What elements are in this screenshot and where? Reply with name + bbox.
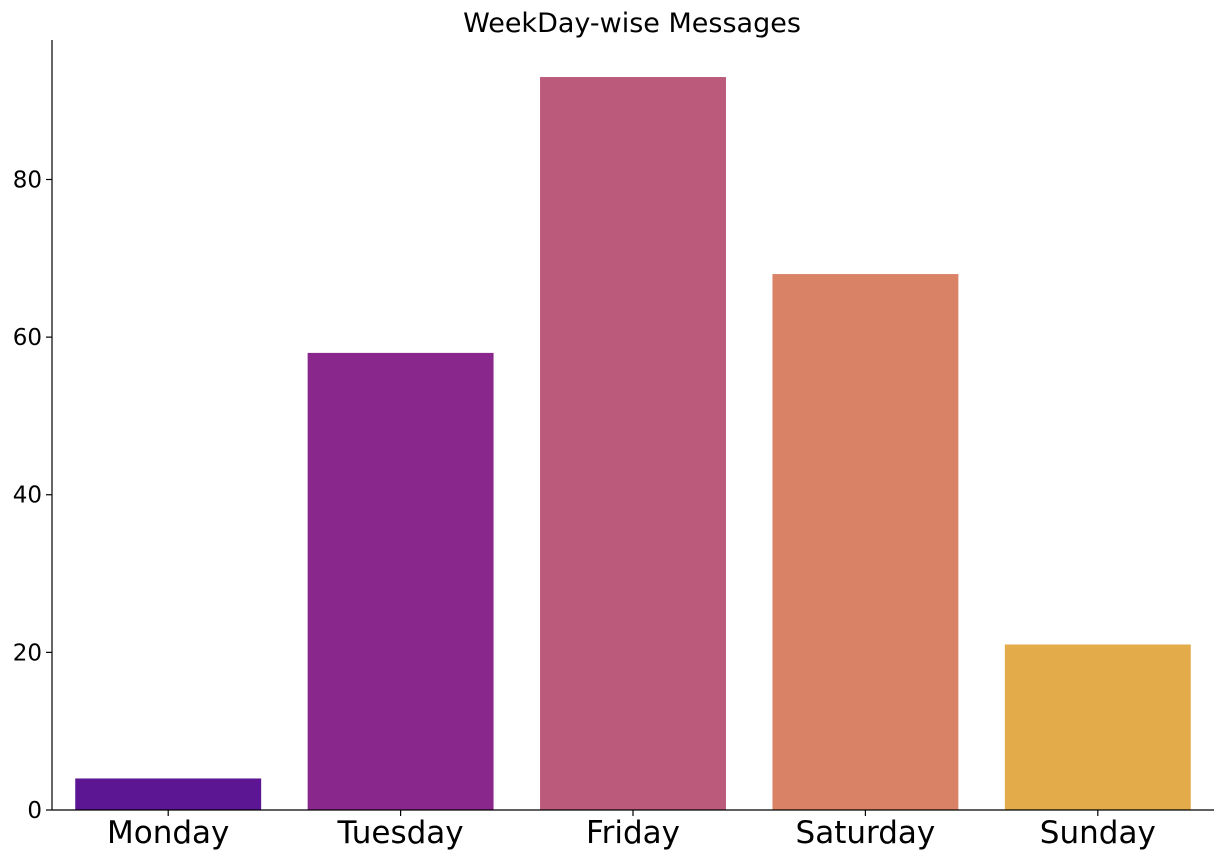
x-tick-label-saturday: Saturday	[796, 815, 936, 851]
x-tick-label-friday: Friday	[586, 815, 680, 851]
y-tick-label: 80	[13, 167, 42, 193]
x-tick-label-sunday: Sunday	[1040, 815, 1156, 851]
x-axis: Monday Tuesday Friday Saturday Sunday	[52, 809, 1214, 851]
bars-group	[75, 77, 1191, 811]
bar-friday	[540, 77, 726, 811]
y-tick-label: 60	[13, 325, 42, 351]
x-tick-label-tuesday: Tuesday	[337, 815, 464, 851]
y-tick-label: 0	[27, 798, 42, 824]
bar-sunday	[1004, 644, 1191, 810]
bar-monday	[75, 778, 262, 810]
bar-saturday	[772, 274, 959, 810]
x-tick-label-monday: Monday	[107, 815, 229, 851]
bar-tuesday	[307, 352, 494, 810]
y-axis: 0 20 40 60 80	[13, 40, 53, 824]
chart-title: WeekDay-wise Messages	[463, 8, 801, 39]
y-tick-label: 20	[13, 640, 42, 666]
y-tick-label: 40	[13, 483, 42, 509]
